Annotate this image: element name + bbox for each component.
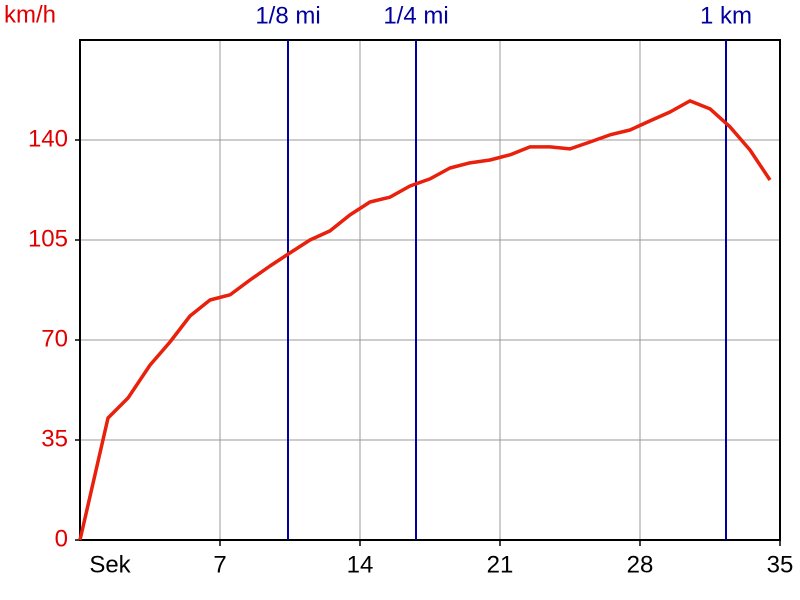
y-tick-label: 0 bbox=[55, 525, 68, 552]
plot-frame bbox=[79, 39, 781, 541]
x-tick-label: 28 bbox=[627, 551, 654, 578]
y-tick-label: 70 bbox=[41, 325, 68, 352]
y-tick-label: 105 bbox=[28, 225, 68, 252]
y-axis-label: km/h bbox=[4, 1, 56, 28]
speed-line bbox=[78, 99, 772, 541]
y-tick-label: 140 bbox=[28, 125, 68, 152]
x-tick-label: 7 bbox=[213, 551, 226, 578]
x-axis-label: Sek bbox=[89, 551, 131, 578]
x-tick-label: 35 bbox=[767, 551, 794, 578]
distance-marker-label: 1/8 mi bbox=[255, 2, 320, 29]
x-tick-label: 14 bbox=[347, 551, 374, 578]
x-tick-label: 21 bbox=[487, 551, 514, 578]
distance-marker-label: 1/4 mi bbox=[383, 2, 448, 29]
distance-marker-label: 1 km bbox=[700, 2, 752, 29]
y-tick-label: 35 bbox=[41, 425, 68, 452]
